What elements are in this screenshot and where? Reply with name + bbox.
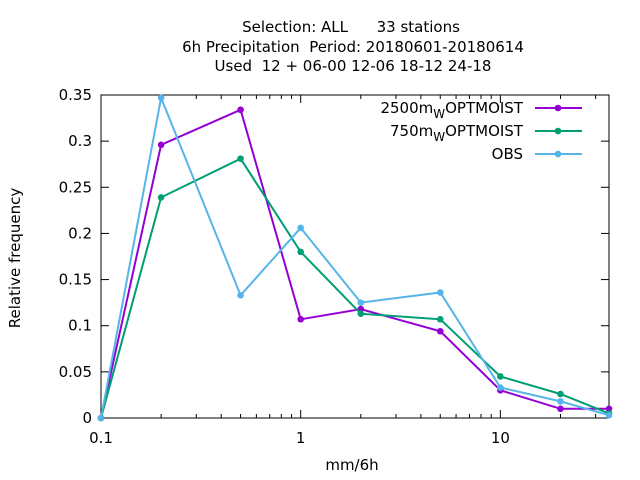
data-point bbox=[237, 291, 244, 299]
data-point bbox=[357, 310, 365, 318]
data-point bbox=[237, 155, 244, 162]
data-point bbox=[237, 106, 244, 114]
axis-ticks: 0 0.05 0.1 0.15 0.2 0.25 0.3 0.35 0.1 1 10 bbox=[59, 86, 609, 447]
y-tick-label: 0.2 bbox=[68, 224, 92, 242]
data-point bbox=[357, 299, 365, 306]
y-tick-label: 0.1 bbox=[68, 317, 92, 335]
y-tick-label: 0.35 bbox=[59, 86, 92, 104]
y-axis-label: Relative frequency bbox=[6, 188, 24, 329]
title-line-1: Selection: ALL 33 stations bbox=[242, 18, 460, 36]
data-point bbox=[557, 390, 564, 398]
data-point bbox=[605, 405, 613, 413]
x-axis-label: mm/6h bbox=[325, 456, 378, 474]
data-point bbox=[157, 94, 165, 102]
x-tick-label: 1 bbox=[296, 429, 306, 447]
data-point bbox=[605, 411, 613, 419]
data-point bbox=[297, 248, 304, 256]
legend-subscript: W bbox=[433, 107, 445, 121]
data-point bbox=[297, 224, 304, 232]
legend-suffix: OPTMOIST bbox=[445, 99, 524, 117]
plot-frame bbox=[100, 94, 610, 419]
data-point bbox=[557, 405, 564, 413]
data-point bbox=[436, 327, 444, 335]
data-point bbox=[557, 398, 564, 405]
legend-label-0: 2500mWOPTMOIST bbox=[380, 99, 523, 121]
legend-label-2: OBS bbox=[492, 145, 523, 163]
legend-marker-0 bbox=[554, 104, 562, 112]
y-tick-label: 0.15 bbox=[59, 271, 92, 289]
series-line-1 bbox=[100, 157, 610, 419]
data-point bbox=[157, 194, 165, 201]
x-tick-label: 10 bbox=[491, 429, 510, 447]
x-tick-label: 0.1 bbox=[89, 429, 113, 447]
title-line-2: 6h Precipitation Period: 20180601-201806… bbox=[182, 38, 524, 56]
legend-name: OBS bbox=[492, 145, 523, 163]
legend-marker-2 bbox=[554, 150, 562, 158]
data-point bbox=[436, 315, 444, 323]
series-lines bbox=[97, 94, 613, 422]
legend-subscript: W bbox=[433, 130, 445, 144]
legend-name: 750m bbox=[390, 122, 433, 140]
legend-name: 2500m bbox=[380, 99, 433, 117]
data-point bbox=[497, 384, 504, 391]
data-point bbox=[497, 373, 504, 380]
data-point bbox=[297, 315, 304, 323]
legend-label-1: 750mWOPTMOIST bbox=[390, 122, 524, 144]
series-line-2 bbox=[100, 94, 610, 419]
y-tick-label: 0.3 bbox=[68, 132, 92, 150]
y-tick-label: 0 bbox=[82, 409, 92, 427]
chart-title: Selection: ALL 33 stations 6h Precipitat… bbox=[182, 18, 524, 75]
legend-suffix: OPTMOIST bbox=[445, 122, 524, 140]
data-point bbox=[97, 414, 105, 422]
series-line-0 bbox=[100, 108, 609, 419]
title-line-3: Used 12 + 06-00 12-06 18-12 24-18 bbox=[215, 57, 492, 75]
y-tick-label: 0.05 bbox=[59, 363, 92, 381]
data-point bbox=[436, 289, 444, 296]
data-point bbox=[157, 141, 165, 149]
legend-marker-1 bbox=[554, 127, 562, 135]
y-tick-label: 0.25 bbox=[59, 178, 92, 196]
